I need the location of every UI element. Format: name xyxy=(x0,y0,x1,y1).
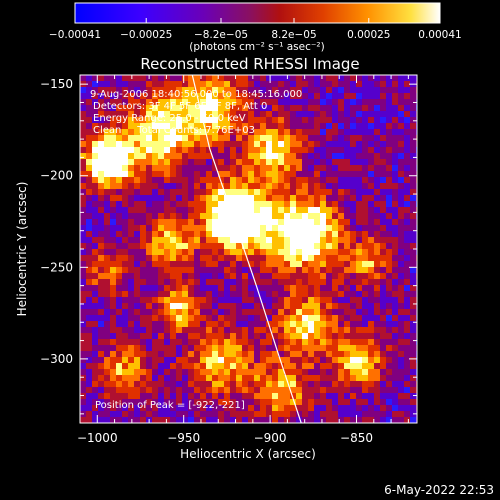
y-axis-label: Heliocentric Y (arcsec) xyxy=(15,182,29,317)
colorbar-units: (photons cm⁻² s⁻¹ asec⁻²) xyxy=(189,41,324,53)
info-detectors: Detectors: 3F 4F 5F 6F 7F 8F, Att 0 xyxy=(93,101,267,112)
x-tick-label: −900 xyxy=(254,431,287,445)
colorbar-gradient xyxy=(75,3,440,23)
colorbar: −0.00041 −0.00025 −8.2e−05 8.2e−05 0.00025 0.… xyxy=(49,2,462,53)
colorbar-tick-label: 0.00025 xyxy=(347,29,390,41)
heatmap-pixels xyxy=(80,75,417,423)
colorbar-frame xyxy=(74,2,441,24)
y-tick-label: −250 xyxy=(40,260,73,274)
info-time-range: 9-Aug-2006 18:40:56.000 to 18:45:16.000 xyxy=(90,89,302,100)
x-tick-label: −850 xyxy=(340,431,373,445)
solar-limb-curve xyxy=(191,75,302,423)
info-energy-range: Energy Range: 25.0 - 50.0 keV xyxy=(93,113,246,124)
x-tick-label: −950 xyxy=(167,431,200,445)
rhessi-image xyxy=(80,75,417,423)
y-tick-label: −300 xyxy=(40,352,73,366)
y-tick-label: −200 xyxy=(40,169,73,183)
info-overlay: 9-Aug-2006 18:40:56.000 to 18:45:16.000 … xyxy=(90,89,302,411)
info-clean-counts: Clean Total Counts: 7.76E+03 xyxy=(93,125,255,136)
colorbar-tick-label: −8.2e−05 xyxy=(194,29,248,41)
colorbar-tick-label: 0.00041 xyxy=(418,29,461,41)
plot-title: Reconstructed RHESSI Image xyxy=(140,55,359,73)
peak-position-label: Position of Peak = [-922,-221] xyxy=(95,400,245,411)
colorbar-tick-label: 8.2e−05 xyxy=(271,29,316,41)
x-axis-label: Heliocentric X (arcsec) xyxy=(180,447,316,461)
y-tick-label: −150 xyxy=(40,77,73,91)
footer-date: 6-May-2022 22:53 xyxy=(384,483,494,497)
colorbar-tick-label: −0.00025 xyxy=(120,29,172,41)
colorbar-tick-label: −0.00041 xyxy=(49,29,101,41)
axis-ticks: −1000 −950 −900 −850 −150 −200 −250 −300 xyxy=(40,75,417,445)
x-tick-label: −1000 xyxy=(77,431,118,445)
colorbar-ticks: −0.00041 −0.00025 −8.2e−05 8.2e−05 0.00025 0.… xyxy=(49,18,462,41)
